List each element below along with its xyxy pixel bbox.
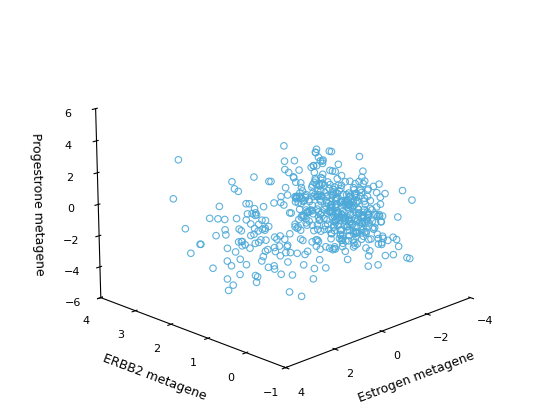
Y-axis label: ERBB2 metagene: ERBB2 metagene — [101, 352, 208, 403]
X-axis label: Estrogen metagene: Estrogen metagene — [357, 349, 477, 405]
